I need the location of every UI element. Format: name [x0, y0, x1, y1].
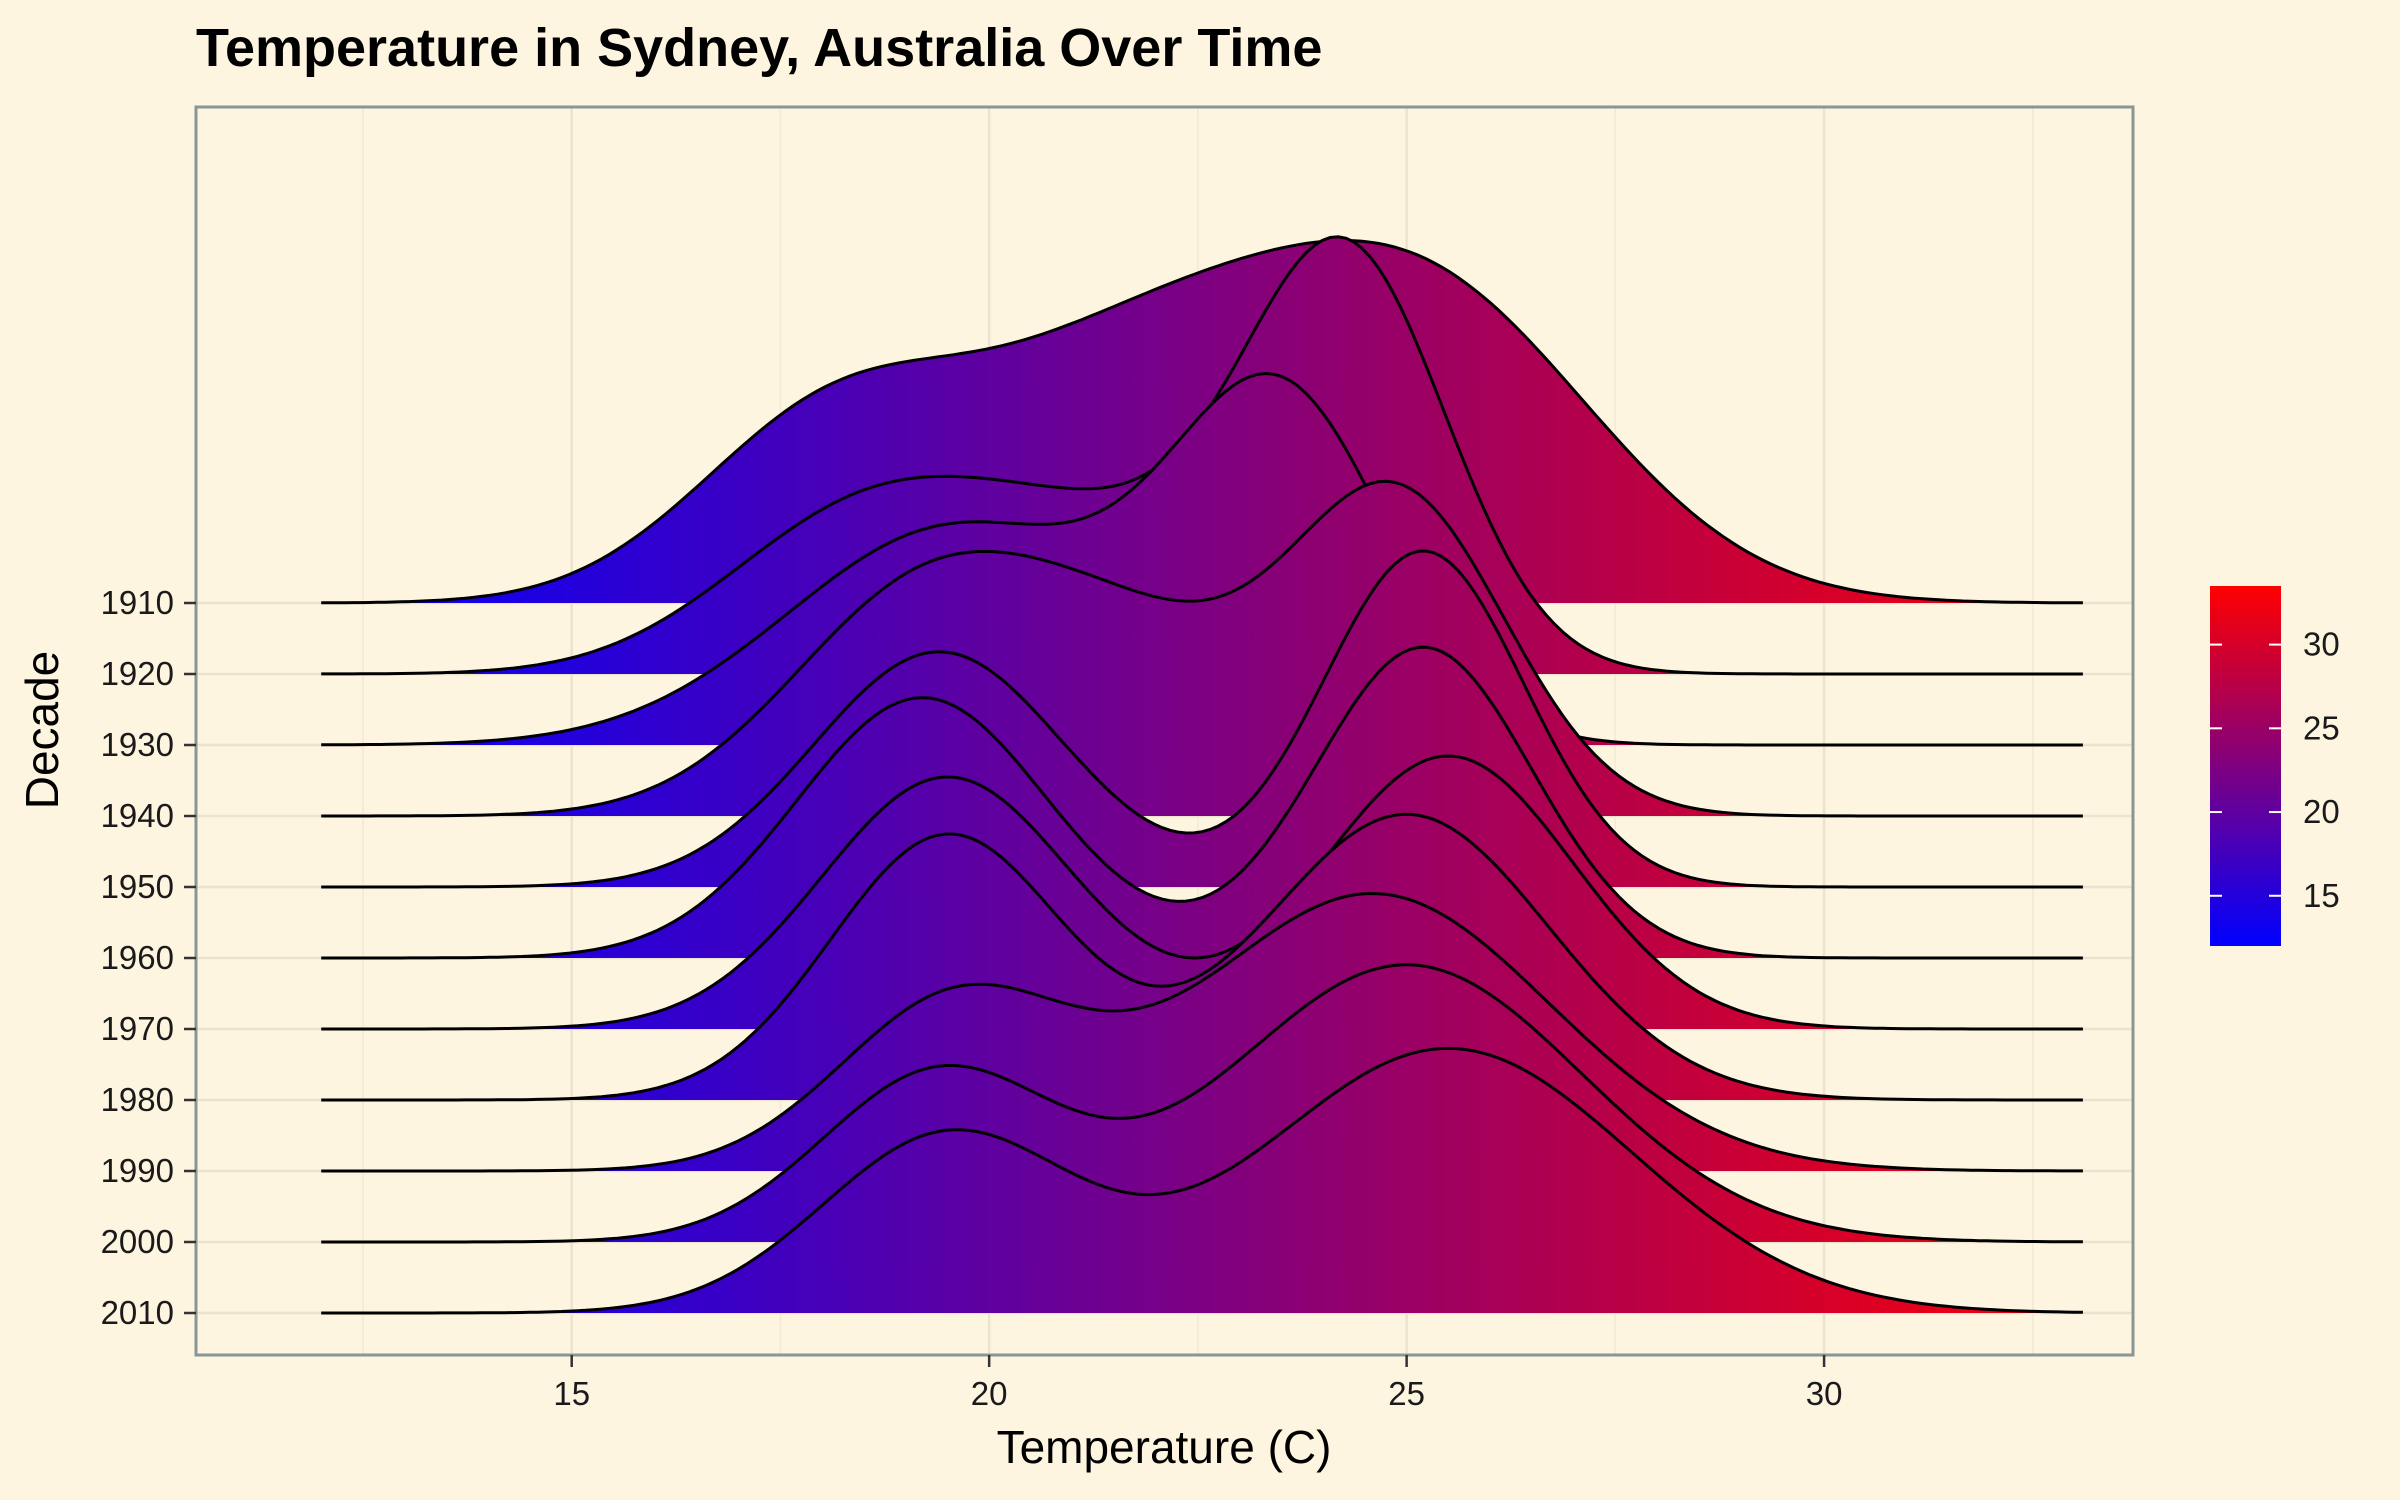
- y-axis-ticks: 1910 1920 1930 1940 1950 1960 1970 1980 1990 2000…: [101, 584, 196, 1331]
- x-tick-label: 20: [971, 1375, 1008, 1412]
- y-tick-label: 1910: [101, 584, 174, 621]
- legend-tick-label: 30: [2303, 626, 2340, 663]
- ridge-line-1980: [321, 812, 2083, 1102]
- color-legend: 15 20 25 30: [2210, 586, 2340, 946]
- y-tick-label: 1960: [101, 939, 174, 976]
- plot-border: [194, 105, 2135, 1357]
- chart-title: Temperature in Sydney, Australia Over Ti…: [196, 18, 1322, 78]
- ridge-fill-1930: [321, 373, 2083, 745]
- y-tick-label: 1950: [101, 868, 174, 905]
- y-tick-label: 1990: [101, 1152, 174, 1189]
- y-tick-label: 1940: [101, 797, 174, 834]
- y-tick-label: 1980: [101, 1081, 174, 1118]
- y-tick-label: 1970: [101, 1010, 174, 1047]
- x-axis-ticks: 15 20 25 30: [553, 1355, 1842, 1412]
- ridge-line-1990: [321, 891, 2083, 1173]
- ridge-line-1930: [321, 371, 2083, 747]
- ridge-line-1960: [321, 645, 2083, 960]
- ridge-line-2000: [321, 963, 2083, 1244]
- legend-colorbar: [2210, 586, 2281, 946]
- x-tick-label: 25: [1388, 1375, 1425, 1412]
- y-axis-title: Decade: [16, 651, 68, 810]
- y-tick-label: 2000: [101, 1223, 174, 1260]
- ridge-fill-1970: [321, 756, 2083, 1029]
- ridge-line-1940: [321, 479, 2083, 818]
- ridge-fill-1960: [321, 647, 2083, 958]
- ridges: [321, 235, 2083, 1315]
- x-tick-label: 15: [553, 1375, 590, 1412]
- x-axis-title: Temperature (C): [997, 1421, 1332, 1473]
- legend-tick-label: 25: [2303, 709, 2340, 746]
- x-tick-label: 30: [1806, 1375, 1843, 1412]
- y-tick-label: 1930: [101, 726, 174, 763]
- ridge-line-1910: [321, 238, 2083, 605]
- ridge-fill-1950: [321, 551, 2083, 887]
- ridge-fill-1990: [321, 893, 2083, 1171]
- legend-tick-label: 15: [2303, 877, 2340, 914]
- ridge-line-1950: [321, 549, 2083, 889]
- ridge-line-1970: [321, 754, 2083, 1031]
- legend-tick-label: 20: [2303, 793, 2340, 830]
- ridge-fill-2010: [321, 1048, 2083, 1313]
- y-tick-label: 2010: [101, 1294, 174, 1331]
- y-tick-label: 1920: [101, 655, 174, 692]
- ridge-line-2010: [321, 1046, 2083, 1315]
- ridge-fill-1940: [321, 481, 2083, 816]
